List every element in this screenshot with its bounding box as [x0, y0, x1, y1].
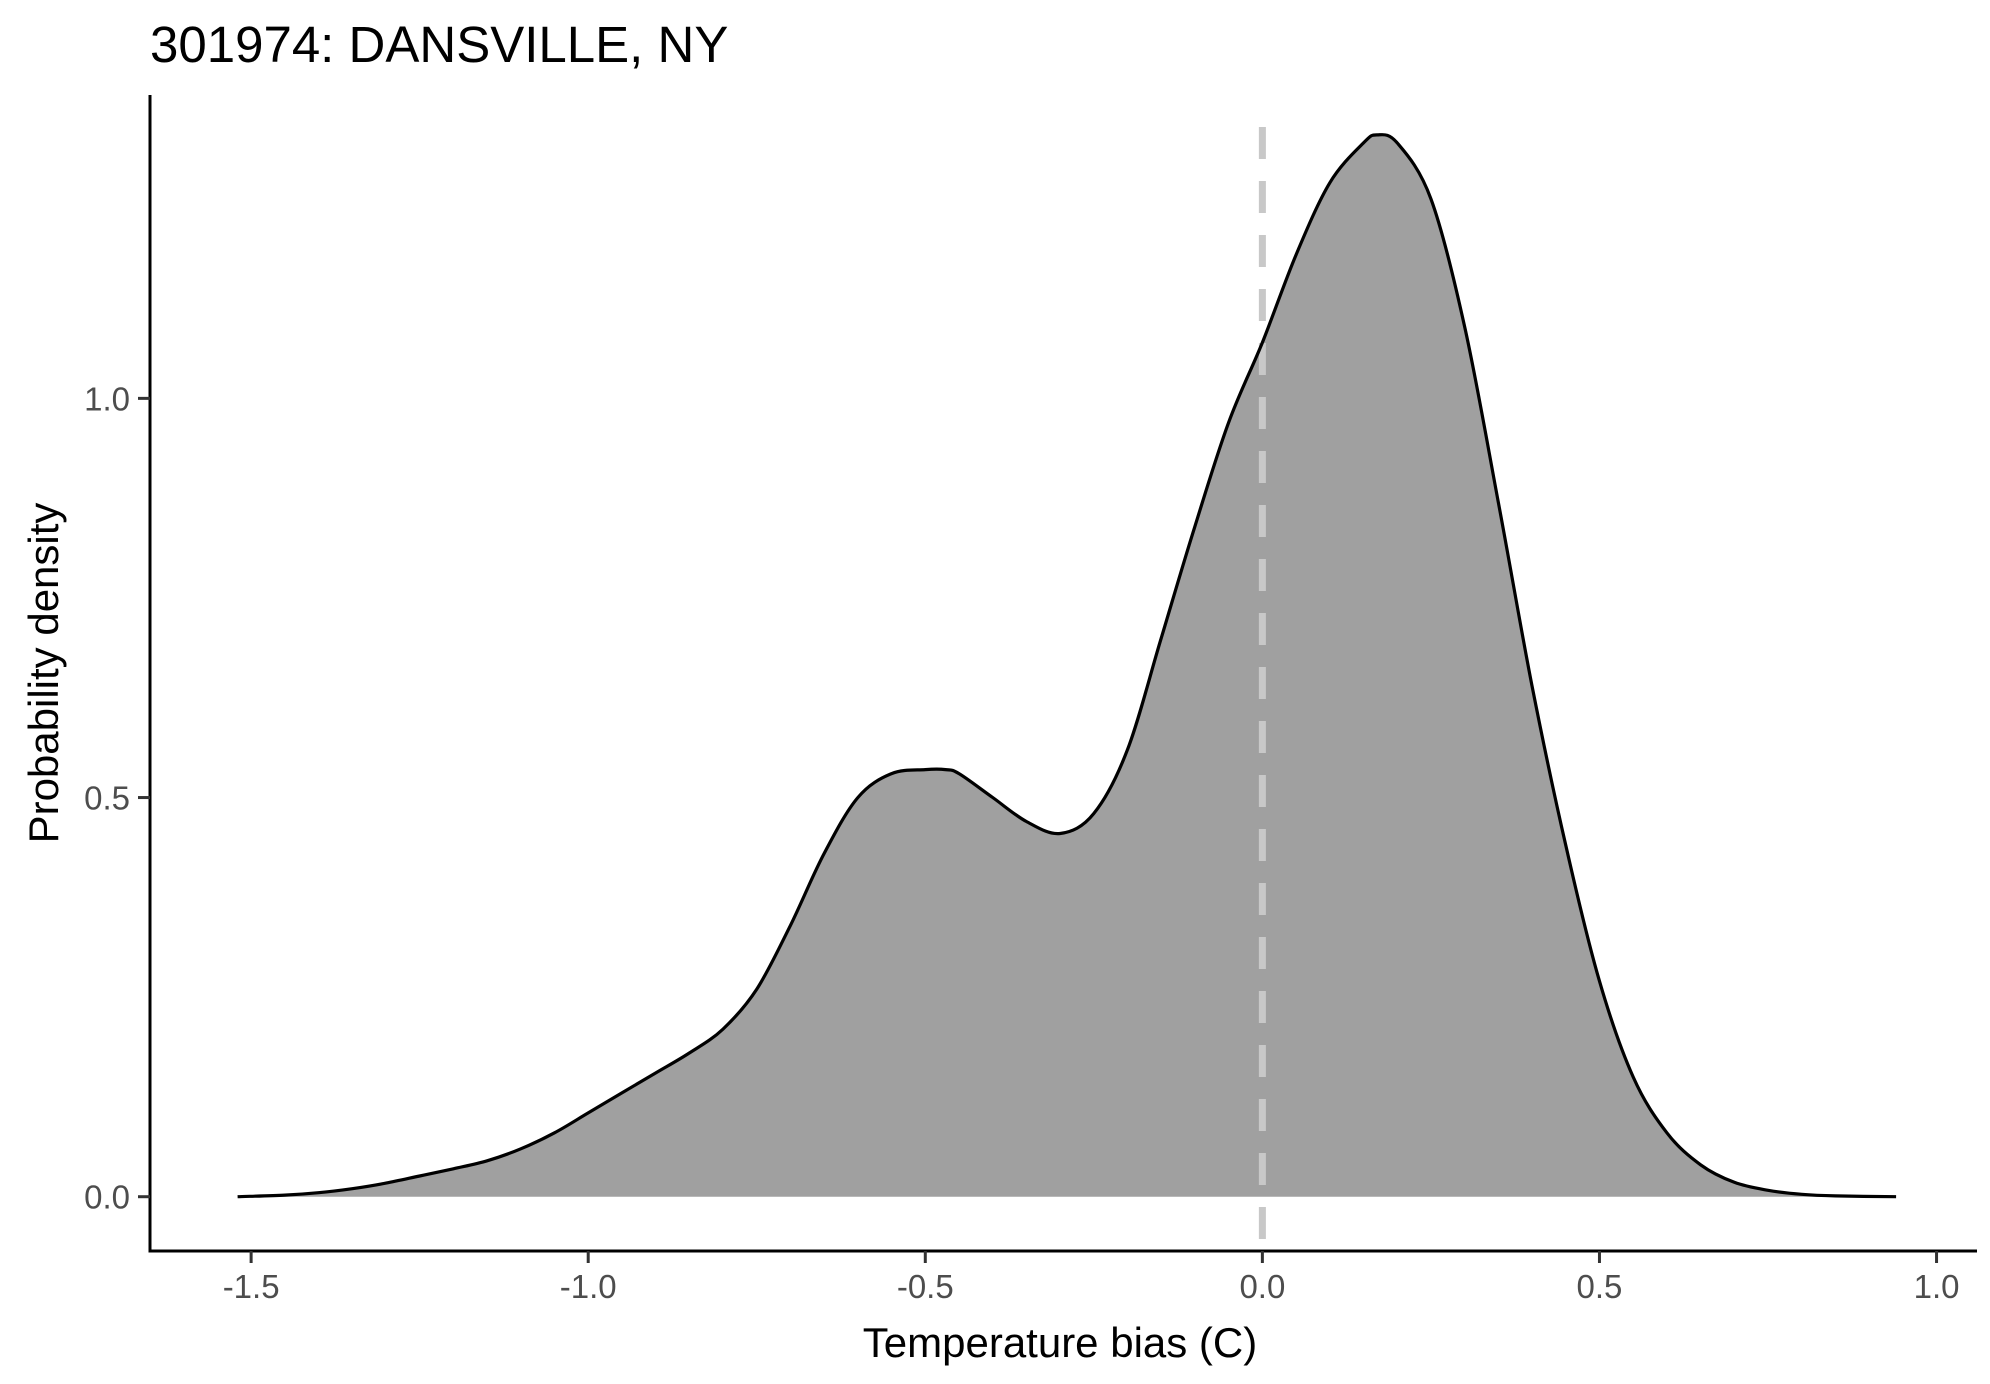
y-axis-ticks: 0.0 0.5 1.0	[84, 380, 150, 1216]
x-axis-title: Temperature bias (C)	[863, 1319, 1257, 1366]
y-axis-title: Probability density	[20, 503, 67, 844]
x-tick-label: 1.0	[1914, 1268, 1960, 1305]
y-tick-label: 0.5	[84, 780, 130, 817]
x-tick-label: 0.0	[1239, 1268, 1285, 1305]
x-axis-ticks: -1.5 -1.0 -0.5 0.0 0.5 1.0	[223, 1251, 1960, 1305]
x-tick-label: 0.5	[1577, 1268, 1623, 1305]
chart-title: 301974: DANSVILLE, NY	[150, 16, 728, 73]
y-tick-label: 1.0	[84, 380, 130, 417]
x-tick-label: -1.0	[560, 1268, 617, 1305]
y-tick-label: 0.0	[84, 1179, 130, 1216]
x-tick-label: -1.5	[223, 1268, 280, 1305]
x-tick-label: -0.5	[897, 1268, 954, 1305]
plot-area	[237, 127, 1897, 1251]
density-area	[237, 134, 1897, 1197]
density-curve	[237, 133, 1897, 1199]
